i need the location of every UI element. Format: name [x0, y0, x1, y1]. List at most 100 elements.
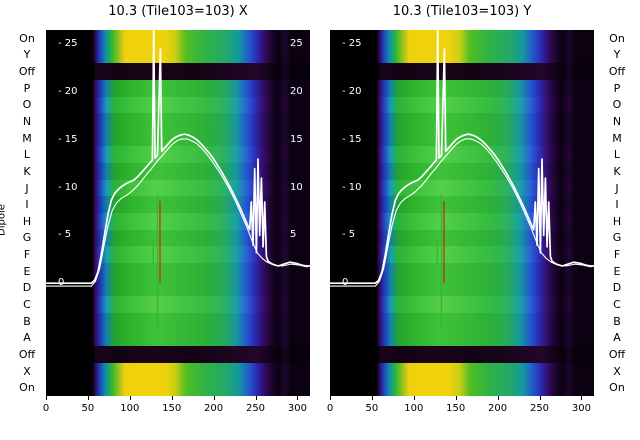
heatmap-row-j	[330, 179, 594, 197]
dipole-label-e: E	[613, 264, 621, 278]
heatmap-row-d	[330, 279, 594, 296]
heatmap-row-n	[330, 113, 594, 130]
x-tickmark	[129, 396, 131, 400]
dipole-label-x: X	[613, 364, 621, 378]
dipole-label-d: D	[612, 281, 622, 295]
inner-ytick-right: 20	[290, 86, 303, 98]
inner-ytick-left: 0	[342, 277, 349, 289]
x-tickmark	[87, 396, 89, 400]
x-tickmark	[539, 396, 541, 400]
heatmap-row-o	[46, 96, 310, 114]
heatmap-row-y	[330, 46, 594, 64]
x-ticklabel: 0	[326, 403, 334, 414]
x-tickmark	[497, 396, 499, 400]
dipole-label-o: O	[22, 98, 32, 112]
inner-ytick-left: - 20	[342, 86, 362, 98]
dipole-label-y: Y	[23, 48, 31, 62]
x-ticklabel: 50	[365, 403, 379, 414]
heatmap-row-g	[330, 229, 594, 247]
dipole-label-g: G	[612, 231, 622, 245]
dipole-label-off: Off	[608, 65, 626, 79]
heatmap-row-o	[330, 96, 594, 114]
dipole-label-a: A	[23, 331, 31, 345]
x-tickmark	[413, 396, 415, 400]
dipole-label-n: N	[22, 115, 32, 128]
panel-title-y: 10.3 (Tile103=103) Y	[392, 4, 532, 19]
heatmap-row-k	[46, 163, 310, 180]
heatmap-row-b	[46, 312, 310, 330]
heatmap-row-l	[46, 146, 310, 163]
inner-ytick-right: 10	[290, 181, 303, 193]
dipole-label-y: Y	[613, 48, 621, 62]
heatmap-row-b	[330, 312, 594, 330]
heatmap-row-on	[330, 379, 594, 396]
trace-secondary	[330, 138, 592, 287]
dipole-label-on: On	[609, 31, 625, 45]
inner-ytick-left: - 15	[342, 133, 362, 145]
heatmap-row-e	[46, 262, 310, 280]
dipole-label-f: F	[23, 248, 31, 262]
heatmap-row-e	[330, 262, 594, 280]
x-ticklabel: 0	[42, 403, 50, 414]
heatmap-row-p	[46, 79, 310, 97]
heatmap-row-on	[46, 30, 310, 47]
heatmap-row-on	[330, 30, 594, 47]
dipole-label-j: J	[615, 181, 619, 195]
heatmap-row-l	[330, 146, 594, 163]
dipole-label-i: I	[25, 198, 29, 212]
y-axis-label: Dipole	[0, 204, 8, 236]
x-ticklabel: 250	[245, 403, 266, 414]
dipole-label-off: Off	[18, 347, 36, 361]
dipole-label-b: B	[613, 314, 621, 328]
dipole-label-h: H	[22, 214, 32, 228]
inner-ytick-right: 25	[290, 38, 303, 50]
heatmap-row-c	[46, 296, 310, 313]
heatmap-row-f	[330, 246, 594, 263]
dipole-label-l: L	[613, 148, 621, 162]
panel-title-x: 10.3 (Tile103=103) X	[108, 4, 248, 19]
x-axis-right-panel: 0 50 100 150 200 250 300	[326, 396, 594, 424]
trace-overlay	[330, 30, 594, 332]
dipole-label-l: L	[23, 148, 31, 162]
heatmap-row-c	[330, 296, 594, 313]
heatmap-row-y	[46, 46, 310, 64]
heatmap-row-a	[330, 329, 594, 346]
heatmap-row-a	[46, 329, 310, 346]
inner-ytick-left: - 10	[342, 181, 362, 193]
trace-main	[330, 30, 594, 285]
x-tickmark	[46, 396, 47, 400]
x-axis-left-panel: 0 50 100 150 200 250 300	[42, 396, 310, 424]
dipole-label-f: F	[613, 248, 621, 262]
dipole-label-n: N	[612, 115, 622, 128]
x-tickmark	[581, 396, 583, 400]
dipole-label-g: G	[22, 231, 32, 245]
x-ticklabel: 300	[287, 403, 307, 414]
dipole-label-o: O	[612, 98, 622, 112]
x-ticklabel: 150	[446, 403, 466, 414]
dipole-labels-left: On Y Off P O N M L K J I H G F E D C B A Off X On	[12, 30, 42, 396]
inner-ytick-left: - 5	[58, 229, 72, 241]
dipole-label-i: I	[615, 198, 619, 212]
x-tickmark	[213, 396, 215, 400]
inner-ytick-right: 15	[290, 133, 303, 145]
inner-ytick-left: - 10	[58, 181, 78, 193]
inner-ytick-left: - 5	[342, 229, 356, 241]
heatmap-row-g	[46, 229, 310, 247]
heatmap-row-off	[330, 345, 594, 363]
dipole-label-c: C	[613, 298, 621, 311]
dipole-label-h: H	[612, 214, 622, 228]
heatmap-row-m	[330, 129, 594, 147]
dipole-label-on: On	[19, 381, 35, 395]
heatmap-row-m	[46, 129, 310, 147]
dipole-label-m: M	[612, 131, 622, 145]
dipole-label-on: On	[609, 381, 625, 395]
inner-ytick-left: - 25	[342, 38, 362, 50]
dipole-label-off: Off	[18, 65, 36, 79]
x-tickmark	[171, 396, 173, 400]
dipole-label-off: Off	[608, 347, 626, 361]
dipole-labels-right: On Y Off P O N M L K J I H G F E D C B A Off X On	[600, 30, 634, 396]
dipole-label-c: C	[23, 298, 31, 311]
inner-ytick-left: 0	[58, 277, 65, 289]
x-ticklabel: 200	[488, 403, 508, 414]
